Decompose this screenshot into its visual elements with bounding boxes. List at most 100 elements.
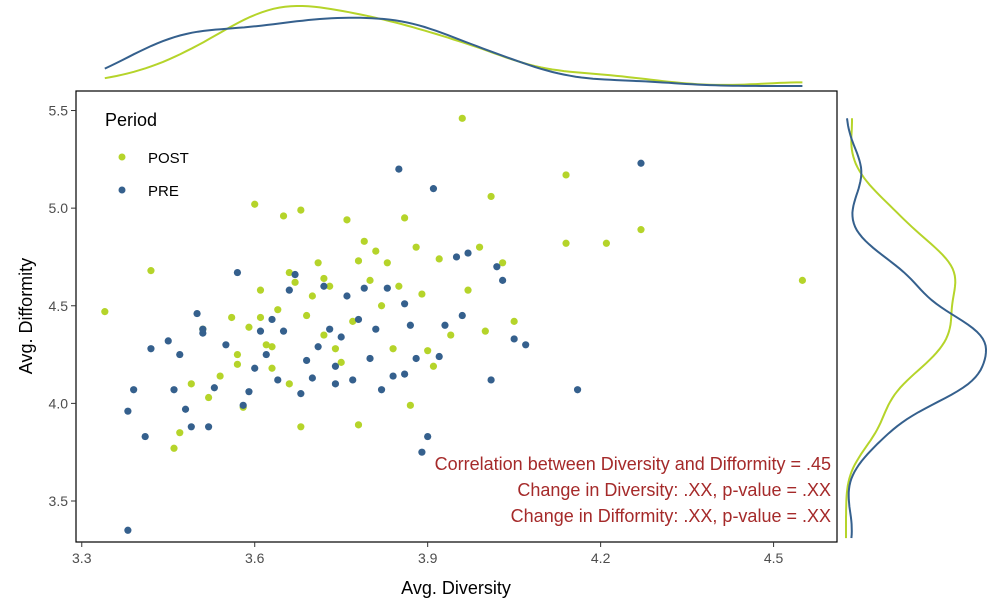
post-data-point bbox=[314, 259, 322, 267]
pre-data-point bbox=[349, 376, 357, 384]
post-data-point bbox=[602, 239, 610, 247]
top-density-panel bbox=[104, 5, 803, 87]
pre-data-point bbox=[441, 321, 449, 329]
post-data-point bbox=[268, 343, 276, 351]
post-data-point bbox=[372, 247, 380, 255]
pre-data-point bbox=[147, 345, 155, 353]
y-tick-label: 4.0 bbox=[49, 395, 69, 411]
pre-data-point bbox=[176, 350, 184, 359]
pre-data-point bbox=[303, 356, 311, 365]
post-data-point bbox=[262, 341, 270, 349]
y-tick-label: 5.0 bbox=[49, 200, 69, 216]
legend-label-pre: PRE bbox=[148, 183, 179, 200]
post-data-point bbox=[458, 114, 466, 122]
post-data-point bbox=[562, 171, 570, 179]
pre-data-point bbox=[487, 376, 495, 384]
post-data-point bbox=[383, 259, 391, 267]
y-tick-label: 3.5 bbox=[49, 493, 69, 509]
post-data-point bbox=[510, 317, 518, 325]
post-data-point bbox=[147, 267, 155, 275]
pre-data-point bbox=[181, 405, 190, 413]
pre-data-point bbox=[262, 350, 270, 359]
x-tick-label: 3.3 bbox=[72, 550, 92, 566]
pre-data-point bbox=[383, 284, 391, 292]
post-data-point bbox=[228, 313, 236, 322]
pre-data-point bbox=[164, 337, 172, 345]
pre-data-point bbox=[372, 325, 380, 333]
pre-data-point bbox=[389, 372, 397, 380]
x-tick-label: 3.6 bbox=[245, 550, 265, 566]
pre-data-point bbox=[343, 292, 351, 300]
y-axis-title: Avg. Difformity bbox=[16, 258, 36, 374]
post-data-point bbox=[447, 331, 455, 339]
pre-data-point bbox=[222, 341, 230, 349]
post-data-point bbox=[256, 313, 265, 322]
pre-data-point bbox=[204, 423, 213, 431]
post-data-point bbox=[326, 282, 334, 290]
post-data-point bbox=[481, 327, 489, 335]
post-data-point bbox=[331, 345, 340, 353]
post-x-density-curve bbox=[104, 5, 803, 86]
pre-data-point bbox=[464, 249, 472, 257]
pre-data-point bbox=[360, 284, 368, 292]
post-data-point bbox=[354, 257, 363, 265]
post-data-point bbox=[475, 243, 484, 251]
pre-data-point bbox=[256, 327, 265, 335]
post-data-point bbox=[395, 282, 403, 290]
pre-y-density-curve bbox=[846, 118, 988, 539]
pre-data-point bbox=[308, 374, 316, 382]
post-data-point bbox=[268, 364, 276, 372]
y-tick-label: 5.5 bbox=[49, 103, 69, 119]
post-data-point bbox=[274, 306, 282, 314]
post-data-point bbox=[637, 226, 645, 234]
post-data-point bbox=[216, 372, 224, 380]
pre-data-point bbox=[187, 423, 195, 431]
pre-data-point bbox=[245, 388, 253, 396]
post-data-point bbox=[251, 200, 259, 208]
legend-title: Period bbox=[105, 110, 157, 130]
pre-data-point bbox=[233, 268, 242, 277]
post-data-point bbox=[401, 214, 409, 222]
post-data-point bbox=[337, 358, 345, 366]
pre-data-point bbox=[274, 376, 282, 384]
pre-data-point bbox=[337, 333, 345, 341]
pre-data-point bbox=[424, 432, 432, 441]
pre-data-point bbox=[124, 526, 132, 534]
pre-data-point bbox=[251, 364, 259, 372]
pre-data-point bbox=[418, 448, 426, 456]
post-data-point bbox=[233, 350, 242, 359]
pre-data-point bbox=[239, 401, 247, 409]
pre-data-point bbox=[366, 354, 374, 363]
post-data-point bbox=[464, 286, 472, 294]
post-data-point bbox=[412, 243, 420, 251]
pre-data-point bbox=[429, 185, 438, 193]
pre-data-point bbox=[297, 390, 305, 398]
pre-data-point bbox=[401, 370, 409, 378]
post-data-point bbox=[487, 192, 495, 201]
pre-data-point bbox=[141, 432, 149, 441]
right-density-panel bbox=[845, 118, 988, 539]
post-data-point bbox=[798, 276, 807, 284]
post-data-point bbox=[256, 286, 265, 294]
pre-data-point bbox=[412, 354, 420, 363]
post-data-point bbox=[101, 308, 109, 316]
post-data-point bbox=[176, 429, 184, 437]
pre-data-point bbox=[193, 309, 201, 318]
post-data-point bbox=[360, 237, 368, 245]
post-data-point bbox=[303, 311, 311, 320]
pre-data-point bbox=[452, 253, 461, 261]
legend-key-pre bbox=[118, 186, 126, 194]
pre-data-point bbox=[320, 282, 328, 290]
pre-data-point bbox=[199, 325, 207, 333]
pre-data-point bbox=[499, 276, 507, 284]
pre-data-point bbox=[406, 321, 414, 329]
x-axis: 3.3 3.6 3.9 4.2 4.5 bbox=[72, 542, 784, 566]
post-data-point bbox=[291, 278, 299, 286]
post-data-point bbox=[187, 380, 195, 388]
post-data-point bbox=[406, 401, 414, 409]
post-data-point bbox=[233, 360, 242, 368]
legend-key-post bbox=[118, 153, 126, 161]
pre-data-point bbox=[210, 384, 218, 392]
post-data-point bbox=[297, 206, 305, 214]
